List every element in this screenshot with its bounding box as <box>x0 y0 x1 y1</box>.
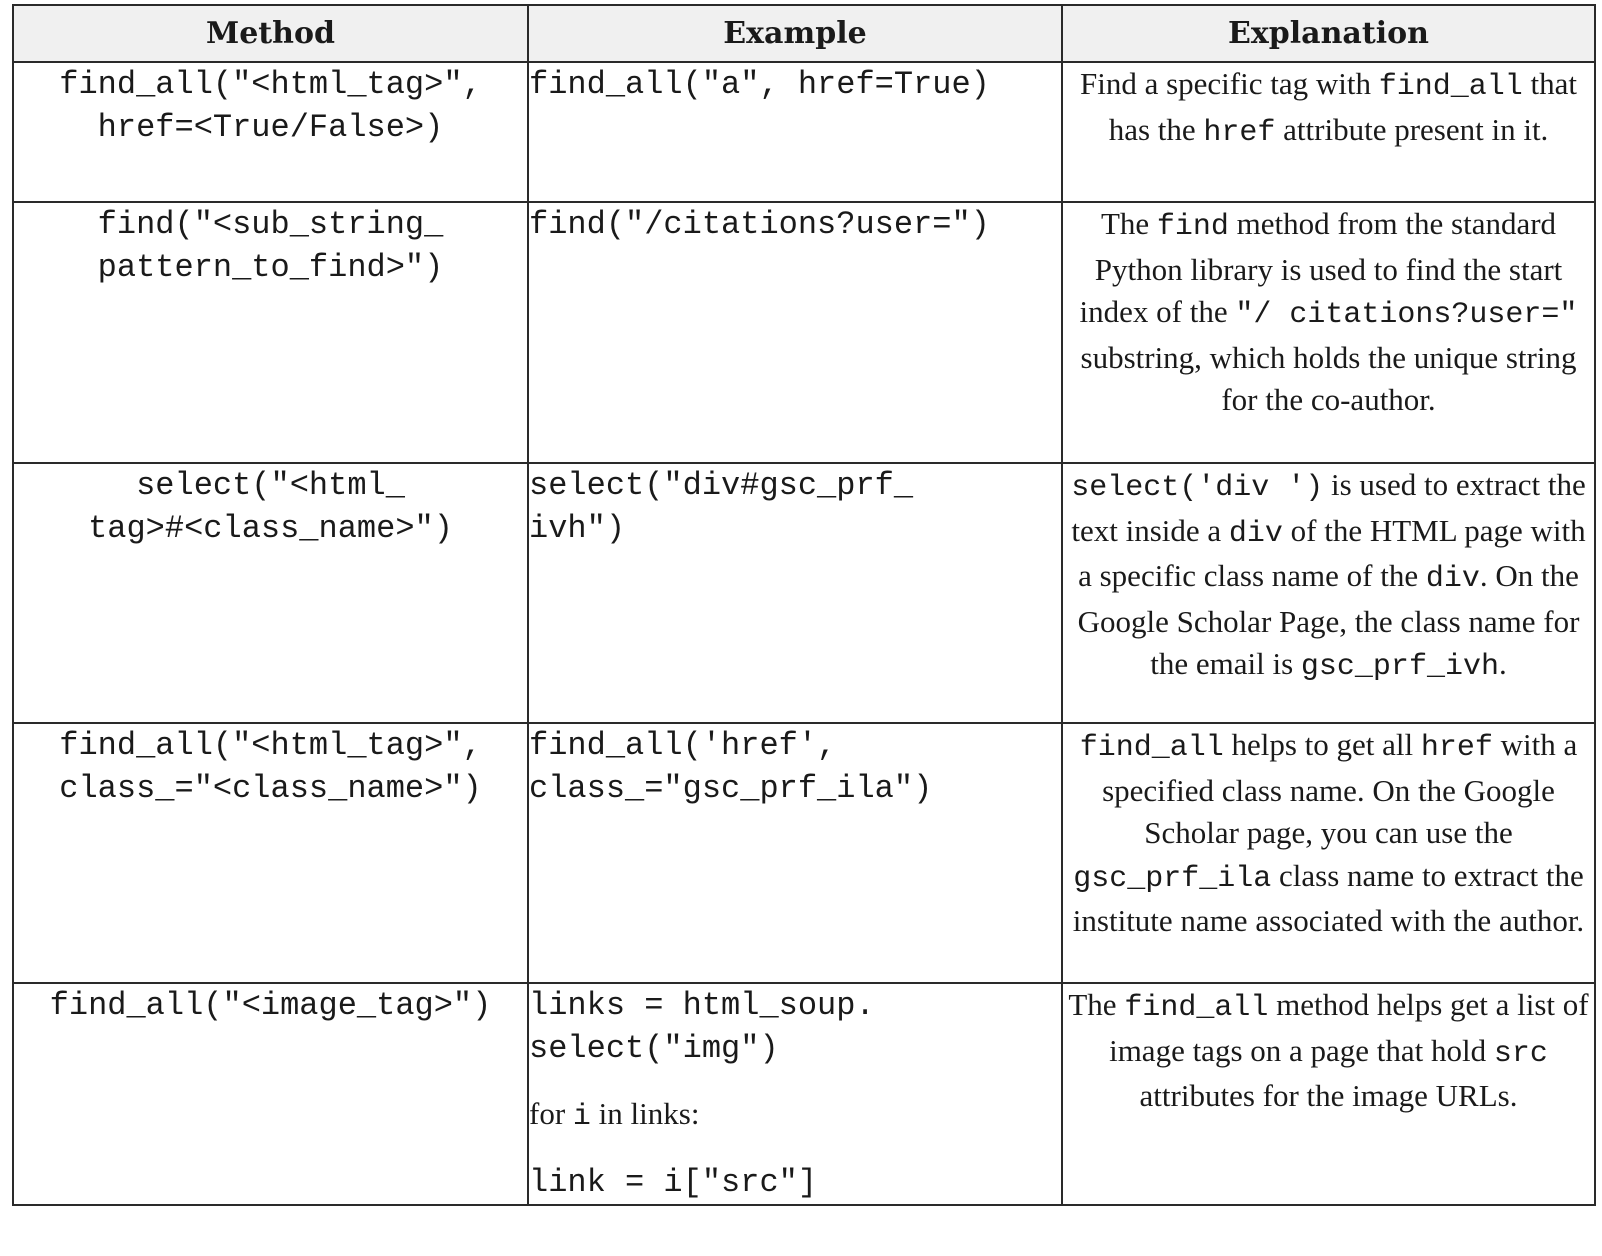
example-cell: select("div#gsc_prf_ ivh") <box>527 462 1063 724</box>
explanation-text: that has the <box>1108 66 1578 147</box>
explanation-cell: select('div ') is used to extract the te… <box>1061 462 1596 724</box>
method-reference-table: Method Example Explanation find_all("<ht… <box>12 4 1596 1206</box>
explanation-code: src <box>1493 1036 1548 1071</box>
method-line: select("<html_ <box>136 467 405 504</box>
table-row: find("<sub_string_ pattern_to_find>") fi… <box>12 201 1596 464</box>
example-cell: find("/citations?user=") <box>527 201 1063 464</box>
method-line: find_all("<html_tag>", <box>59 66 482 103</box>
method-cell: find_all("<html_tag>", class_="<class_na… <box>12 722 529 984</box>
table-row: find_all("<html_tag>", class_="<class_na… <box>12 722 1596 984</box>
explanation-text: of the HTML page with a specific class n… <box>1078 512 1586 594</box>
table-header-row: Method Example Explanation <box>12 4 1596 63</box>
example-line: select("div#gsc_prf_ <box>529 467 914 504</box>
example-loop-line: for i in links: <box>529 1092 1061 1139</box>
spacer <box>529 1070 1061 1092</box>
method-line: pattern_to_find>") <box>97 249 444 286</box>
explanation-text: with a specified class name. On the Goog… <box>1102 727 1578 850</box>
explanation-code: find_all <box>1079 731 1224 765</box>
explanation-cell: find_all helps to get all href with a sp… <box>1061 722 1596 984</box>
explanation-text: method helps get a list of image tags on… <box>1109 987 1589 1068</box>
method-line: find_all("<image_tag>") <box>49 987 492 1024</box>
explanation-text: substring, which holds the unique string… <box>1080 339 1577 418</box>
table-row: find_all("<image_tag>") links = html_sou… <box>12 982 1596 1206</box>
explanation-text: The <box>1100 206 1157 241</box>
explanation-code: "/ citations?user=" <box>1235 298 1578 332</box>
column-header-method: Method <box>12 4 529 63</box>
explanation-text: The <box>1068 987 1125 1022</box>
method-cell: select("<html_ tag>#<class_name>") <box>12 462 529 724</box>
table-row: find_all("<html_tag>", href=<True/False>… <box>12 61 1596 203</box>
explanation-text: attributes for the image URLs. <box>1139 1078 1518 1113</box>
example-line: find_all('href', <box>529 727 837 764</box>
explanation-code: find <box>1156 210 1229 244</box>
explanation-code: div <box>1425 562 1480 596</box>
column-header-explanation: Explanation <box>1061 4 1596 63</box>
method-line: find("<sub_string_ <box>97 206 444 243</box>
explanation-cell: The find method from the standard Python… <box>1061 201 1596 464</box>
example-cell: find_all('href', class_="gsc_prf_ila") <box>527 722 1063 984</box>
explanation-text: . On the Google Scholar Page, the class … <box>1077 558 1580 681</box>
explanation-code: find_all <box>1378 70 1523 104</box>
method-line: class_="<class_name>") <box>59 770 482 807</box>
explanation-code: href <box>1203 115 1276 150</box>
explanation-code: div <box>1228 516 1283 551</box>
explanation-code: gsc_prf_ivh <box>1300 650 1499 684</box>
example-cell: links = html_soup. select("img") for i i… <box>527 982 1063 1206</box>
explanation-text: . <box>1498 646 1507 681</box>
method-cell: find_all("<html_tag>", href=<True/False>… <box>12 61 529 203</box>
example-line: ivh") <box>529 510 626 547</box>
explanation-text: is used to extract the text inside a <box>1071 467 1586 548</box>
example-line: class_="gsc_prf_ila") <box>529 770 933 807</box>
explanation-cell: The find_all method helps get a list of … <box>1061 982 1596 1206</box>
method-cell: find("<sub_string_ pattern_to_find>") <box>12 201 529 464</box>
explanation-code: gsc_prf_ila <box>1073 861 1272 896</box>
example-line: find_all("a", href=True) <box>529 66 990 103</box>
explanation-code: href <box>1420 731 1493 765</box>
explanation-cell: Find a specific tag with find_all that h… <box>1061 61 1596 203</box>
method-line: find_all("<html_tag>", <box>59 727 482 764</box>
example-cell: find_all("a", href=True) <box>527 61 1063 203</box>
example-line: find("/citations?user=") <box>529 206 990 243</box>
explanation-text: Find a specific tag with <box>1079 66 1379 101</box>
column-header-example: Example <box>527 4 1063 63</box>
explanation-text: method from the standard Python library … <box>1079 206 1563 329</box>
method-line: href=<True/False>) <box>97 109 444 146</box>
example-code: i <box>572 1100 591 1134</box>
explanation-text: class name to extract the institute name… <box>1072 857 1585 939</box>
example-line: select("img") <box>529 1030 779 1067</box>
example-text: in links: <box>590 1096 700 1131</box>
example-line: link = i["src"] <box>529 1164 818 1201</box>
method-line: tag>#<class_name>") <box>88 510 453 547</box>
explanation-text: helps to get all <box>1223 727 1421 762</box>
method-cell: find_all("<image_tag>") <box>12 982 529 1206</box>
example-line: links = html_soup. <box>529 987 875 1024</box>
example-text: for <box>529 1096 573 1131</box>
explanation-code: find_all <box>1124 991 1269 1025</box>
table-row: select("<html_ tag>#<class_name>") selec… <box>12 462 1596 724</box>
spacer <box>529 1139 1061 1161</box>
explanation-code: select('div ') <box>1071 471 1324 505</box>
explanation-text: attribute present in it. <box>1275 111 1549 147</box>
